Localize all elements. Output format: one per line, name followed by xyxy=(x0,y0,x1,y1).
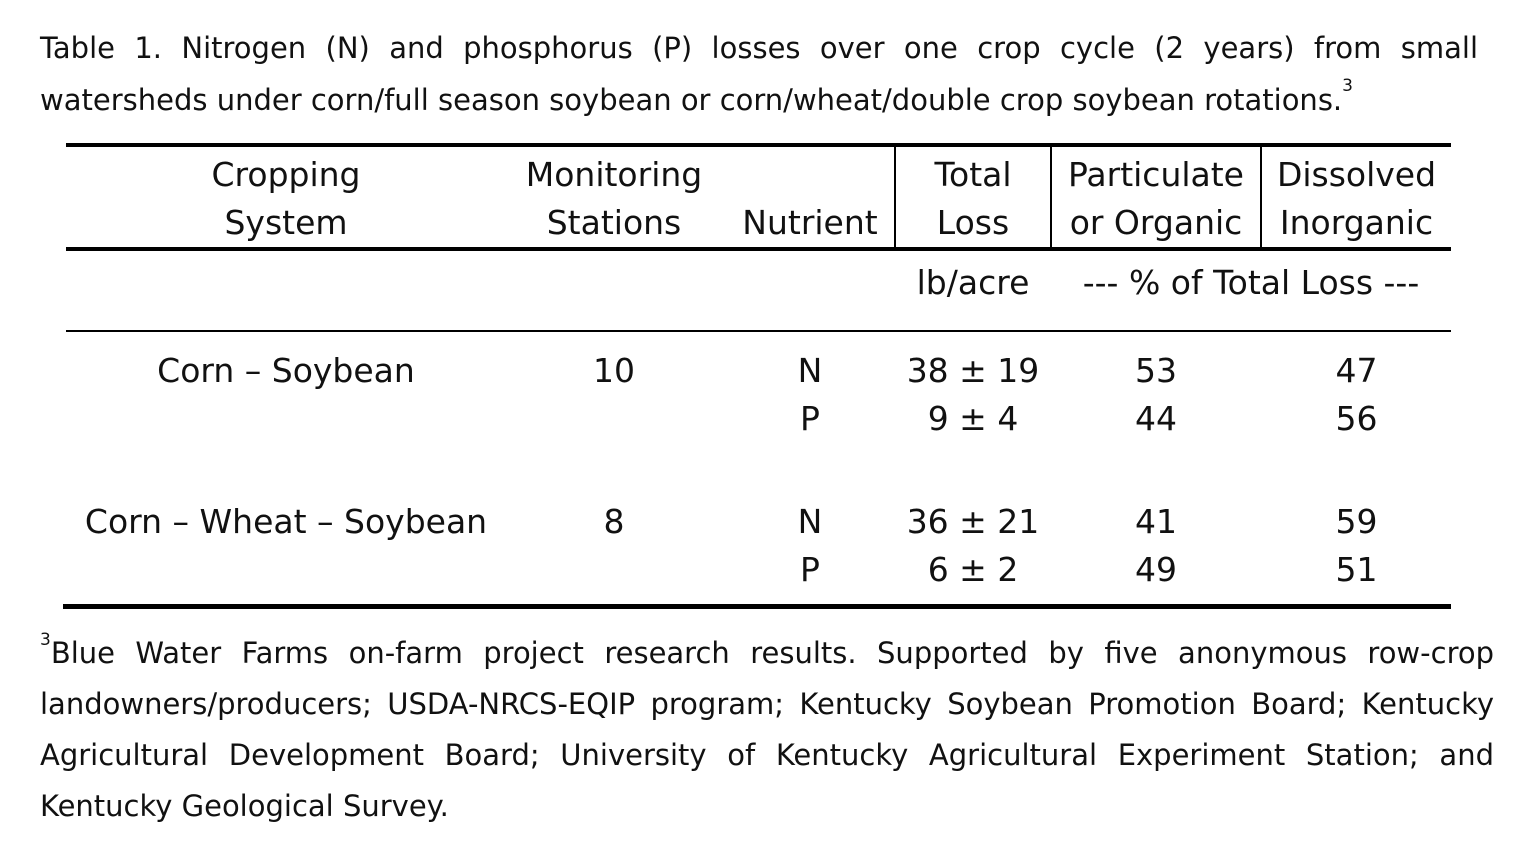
header-cropping-system: Cropping System xyxy=(166,151,406,247)
row-stations-corn-wheat-soybean: 8 xyxy=(603,502,625,541)
caption-line-2-text: watersheds under corn/full season soybea… xyxy=(40,83,1343,117)
header-dissolved-line-1: Dissolved xyxy=(1276,155,1437,194)
table-row-particulate: 44 xyxy=(1135,399,1177,438)
table-row-dissolved: 56 xyxy=(1335,399,1378,438)
table-top-rule xyxy=(66,143,1451,147)
table-row-dissolved: 59 xyxy=(1335,502,1378,541)
footnote-line-1: 3Blue Water Farms on-farm project resear… xyxy=(40,628,1494,679)
row-system-corn-soybean: Corn – Soybean xyxy=(157,351,415,390)
footnote-line-4: Kentucky Geological Survey. xyxy=(40,789,449,823)
data-table: Cropping System Monitoring Stations Nutr… xyxy=(63,143,1451,609)
table-row-particulate: 53 xyxy=(1135,351,1177,390)
caption-footnote-ref: 3 xyxy=(1342,76,1353,96)
header-particulate-line-2: or Organic xyxy=(1069,203,1243,242)
header-dissolved-line-2: Inorganic xyxy=(1279,203,1434,242)
units-total-loss: lb/acre xyxy=(916,263,1030,302)
header-particulate-line-1: Particulate xyxy=(1067,155,1244,194)
header-total-loss-line-1: Total xyxy=(934,155,1012,194)
column-divider-3 xyxy=(1260,145,1262,249)
row-stations-corn-soybean: 10 xyxy=(593,351,635,390)
table-caption: Table 1. Nitrogen (N) and phosphorus (P)… xyxy=(40,22,1478,126)
table-row-particulate: 41 xyxy=(1135,502,1177,541)
footnote-line-1-text: Blue Water Farms on-farm project researc… xyxy=(50,636,1494,670)
header-nutrient: Nutrient xyxy=(730,199,890,247)
table-row-nutrient: P xyxy=(800,550,820,589)
units-percent-of-total: --- % of Total Loss --- xyxy=(1082,263,1420,302)
header-monitoring-stations: Monitoring Stations xyxy=(496,151,732,247)
header-nutrient-label: Nutrient xyxy=(742,203,878,242)
table-row-nutrient: N xyxy=(797,502,823,541)
table-footnote: 3Blue Water Farms on-farm project resear… xyxy=(40,628,1494,832)
caption-line-1: Table 1. Nitrogen (N) and phosphorus (P)… xyxy=(40,31,1478,65)
table-row-nutrient: P xyxy=(800,399,820,438)
header-total-loss: Total Loss xyxy=(896,151,1050,247)
header-dissolved: Dissolved Inorganic xyxy=(1262,151,1451,247)
footnote-ref: 3 xyxy=(40,630,51,650)
column-divider-2 xyxy=(1050,145,1052,249)
units-bottom-rule xyxy=(66,330,1451,332)
row-system-corn-wheat-soybean: Corn – Wheat – Soybean xyxy=(84,502,488,541)
header-monitoring-stations-line-2: Stations xyxy=(546,203,682,242)
footnote-line-2: landowners/producers; USDA-NRCS-EQIP pro… xyxy=(40,687,1494,721)
table-row-total-loss: 36 ± 21 xyxy=(906,502,1040,541)
table-row-total-loss: 38 ± 19 xyxy=(906,351,1040,390)
table-row-total-loss: 6 ± 2 xyxy=(927,550,1019,589)
table-bottom-rule xyxy=(63,604,1451,609)
header-total-loss-line-2: Loss xyxy=(936,203,1010,242)
column-divider-1 xyxy=(894,145,896,249)
header-bottom-rule xyxy=(66,247,1451,251)
table-row-total-loss: 9 ± 4 xyxy=(927,399,1019,438)
header-cropping-system-line-1: Cropping xyxy=(211,155,361,194)
table-row-dissolved: 51 xyxy=(1335,550,1378,589)
table-row-nutrient: N xyxy=(797,351,823,390)
caption-line-2: watersheds under corn/full season soybea… xyxy=(40,74,1478,126)
footnote-line-3: Agricultural Development Board; Universi… xyxy=(40,738,1494,772)
table-row-particulate: 49 xyxy=(1135,550,1177,589)
header-particulate: Particulate or Organic xyxy=(1052,151,1260,247)
header-monitoring-stations-line-1: Monitoring xyxy=(525,155,703,194)
header-cropping-system-line-2: System xyxy=(224,203,348,242)
table-row-dissolved: 47 xyxy=(1335,351,1378,390)
